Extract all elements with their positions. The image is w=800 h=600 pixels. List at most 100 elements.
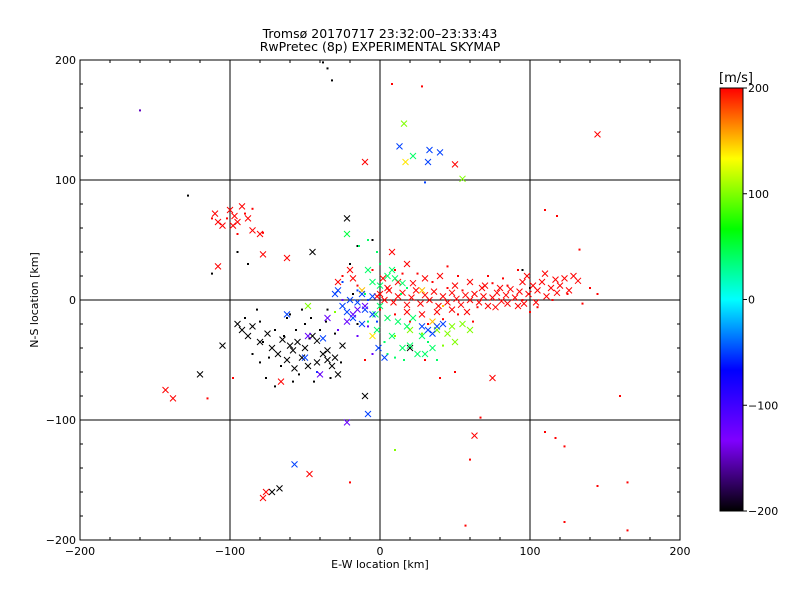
- colorbar: [719, 87, 744, 512]
- data-point-cross: [268, 488, 276, 496]
- data-point-cross: [369, 332, 376, 340]
- data-point-cross: [541, 270, 549, 277]
- data-point-cross: [498, 297, 505, 305]
- data-point-dot: [589, 287, 591, 289]
- data-point-dot: [298, 373, 300, 376]
- data-point-cross: [196, 371, 204, 378]
- data-point-cross: [466, 296, 474, 304]
- data-point-cross: [343, 230, 351, 238]
- data-point-cross: [309, 248, 316, 256]
- data-point-cross: [361, 302, 369, 310]
- data-point-cross: [384, 314, 391, 322]
- data-point-cross: [324, 314, 331, 322]
- y-tick-label: 100: [55, 174, 76, 187]
- axis-ticks: [79, 59, 681, 541]
- data-point-cross: [358, 290, 366, 298]
- data-point-cross: [459, 320, 466, 328]
- data-point-cross: [543, 293, 550, 300]
- data-point-cross: [259, 494, 267, 502]
- data-point-dot: [259, 361, 261, 364]
- data-point-cross: [343, 215, 351, 222]
- data-point-dot: [352, 293, 354, 295]
- data-point-dot: [487, 275, 489, 277]
- data-point-dot: [310, 317, 312, 319]
- data-point-cross: [384, 272, 391, 280]
- x-axis-label: E-W location [km]: [331, 558, 429, 571]
- data-point-dot: [556, 215, 558, 217]
- data-point-cross: [301, 354, 309, 361]
- data-point-cross: [211, 210, 219, 217]
- data-point-cross: [226, 206, 234, 214]
- x-tick-label: −100: [215, 545, 245, 558]
- data-point-cross: [547, 284, 555, 292]
- data-point-dot: [341, 299, 344, 301]
- data-point-dot: [461, 289, 464, 292]
- data-point-dot: [442, 305, 444, 307]
- x-tick-label: 0: [377, 545, 384, 558]
- data-point-cross: [334, 278, 342, 286]
- data-point-dot: [379, 263, 381, 265]
- data-point-cross: [277, 378, 285, 385]
- data-point-cross: [394, 318, 402, 325]
- data-point-cross: [244, 215, 252, 222]
- data-point-cross: [444, 330, 451, 337]
- data-point-cross: [388, 248, 396, 256]
- data-point-cross: [306, 470, 313, 478]
- data-point-cross: [514, 302, 522, 310]
- y-tick-label: −100: [46, 414, 76, 427]
- data-point-cross: [453, 295, 460, 303]
- data-point-cross: [408, 294, 415, 301]
- data-point-cross: [316, 371, 324, 378]
- data-point-cross: [561, 275, 568, 282]
- data-point-cross: [520, 300, 528, 307]
- data-points: [139, 61, 629, 532]
- data-point-dot: [371, 269, 374, 271]
- data-point-cross: [525, 290, 532, 298]
- data-point-cross: [463, 308, 471, 316]
- data-point-dot: [457, 275, 459, 277]
- data-point-cross: [436, 149, 444, 156]
- data-point-dot: [491, 282, 494, 285]
- data-point-cross: [523, 272, 531, 280]
- data-point-dot: [262, 341, 264, 343]
- data-point-cross: [301, 344, 309, 352]
- data-point-dot: [211, 272, 213, 275]
- grid-lines: [80, 60, 680, 540]
- data-point-cross: [264, 330, 271, 337]
- data-point-dot: [626, 481, 629, 484]
- data-point-dot: [394, 269, 396, 271]
- colorbar-tick-label: −100: [748, 399, 778, 412]
- data-point-cross: [436, 272, 444, 280]
- data-point-cross: [381, 354, 388, 361]
- data-point-dot: [554, 437, 557, 439]
- data-point-cross: [429, 330, 436, 337]
- data-point-cross: [421, 350, 429, 358]
- data-point-cross: [358, 320, 366, 328]
- data-point-cross: [478, 284, 486, 292]
- data-point-dot: [356, 289, 359, 292]
- x-tick-label: −200: [65, 545, 95, 558]
- data-point-dot: [251, 353, 254, 355]
- data-point-cross: [324, 356, 331, 364]
- data-point-cross: [390, 299, 397, 306]
- data-point-dot: [502, 277, 504, 280]
- colorbar-ticks: 200 100 0 −100 −200: [743, 82, 778, 518]
- data-point-cross: [451, 338, 459, 346]
- data-point-dot: [356, 245, 359, 247]
- data-point-cross: [304, 362, 312, 370]
- data-point-cross: [538, 278, 546, 286]
- data-point-cross: [286, 342, 294, 349]
- colorbar-label: [m/s]: [719, 71, 753, 86]
- data-point-cross: [231, 212, 238, 220]
- data-point-cross: [409, 152, 417, 160]
- data-point-cross: [391, 275, 399, 282]
- data-point-cross: [324, 347, 331, 354]
- data-point-cross: [426, 296, 433, 304]
- data-point-cross: [256, 338, 264, 346]
- data-point-cross: [339, 342, 346, 349]
- data-point-dot: [367, 239, 369, 241]
- data-point-dot: [371, 239, 374, 241]
- data-point-cross: [511, 294, 519, 301]
- data-point-cross: [388, 266, 396, 274]
- data-point-cross: [444, 299, 451, 306]
